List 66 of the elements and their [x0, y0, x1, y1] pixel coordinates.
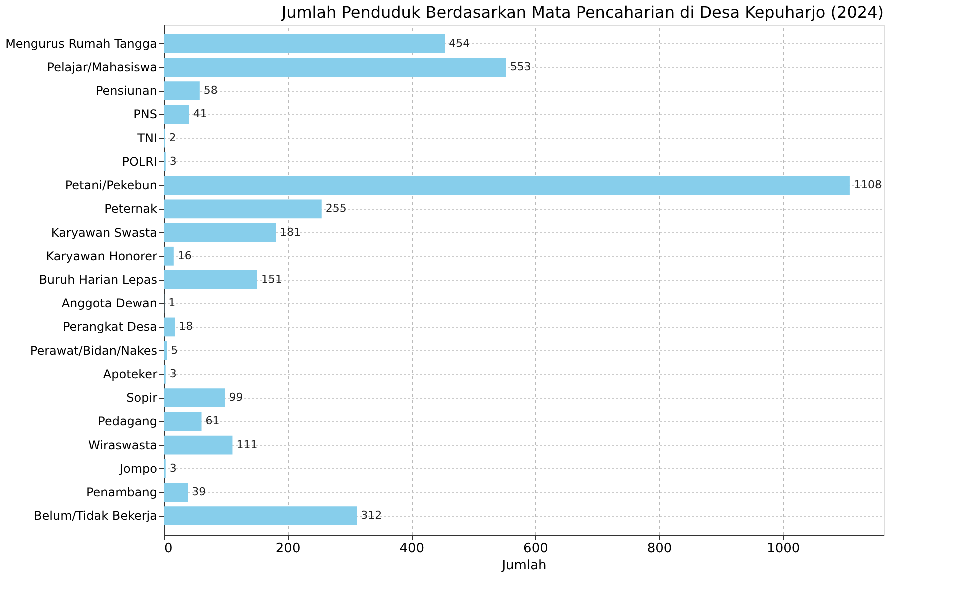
bar — [164, 176, 850, 195]
y-tick-label: Penambang — [86, 486, 158, 500]
y-tick-label: Pelajar/Mahasiswa — [47, 60, 158, 74]
bar — [164, 82, 200, 101]
bar — [164, 436, 233, 455]
data-label: 5 — [171, 344, 178, 357]
data-label: 255 — [326, 202, 347, 216]
y-tick-label: Peternak — [104, 202, 158, 216]
bar — [164, 483, 188, 502]
data-label: 3 — [170, 154, 177, 168]
x-tick-label: 200 — [276, 542, 301, 556]
data-label: 41 — [193, 108, 208, 121]
chart-title: Jumlah Penduduk Berdasarkan Mata Pencaharian di Desa Kepuharjo (2024) — [280, 3, 884, 22]
bar — [164, 58, 506, 77]
data-label: 2 — [169, 131, 176, 144]
y-tick-label: Sopir — [126, 391, 158, 406]
data-label: 111 — [236, 438, 258, 452]
bar — [164, 105, 190, 124]
bar — [164, 318, 176, 337]
bar — [164, 246, 174, 266]
data-label: 18 — [179, 320, 194, 334]
data-label: 553 — [510, 60, 532, 74]
data-label: 454 — [449, 36, 470, 50]
y-tick-label: PNS — [134, 108, 158, 122]
data-label: 1108 — [854, 178, 882, 192]
y-tick-label: Buruh Harian Lepas — [39, 273, 158, 287]
bar — [164, 506, 358, 526]
y-tick-label: POLRI — [122, 154, 158, 169]
y-tick-label: Jompo — [118, 462, 158, 476]
y-tick-label: Anggota Dewan — [62, 296, 158, 311]
x-tick-label: 1000 — [767, 542, 800, 556]
y-tick-label: Karyawan Swasta — [51, 226, 158, 240]
data-label: 3 — [170, 367, 177, 380]
data-label: 39 — [192, 486, 206, 498]
bar — [164, 341, 168, 360]
data-label: 61 — [206, 414, 220, 428]
y-tick-label: Perangkat Desa — [62, 320, 158, 334]
y-tick-label: Apoteker — [103, 367, 158, 382]
bar — [164, 412, 202, 432]
data-label: 16 — [178, 249, 192, 262]
data-label: 151 — [261, 273, 282, 286]
y-tick-label: Wiraswasta — [88, 438, 158, 452]
bar — [164, 388, 226, 408]
x-tick-label: 400 — [400, 542, 425, 556]
y-tick-label: Mengurus Rumah Tangga — [6, 36, 158, 51]
data-label: 3 — [170, 462, 177, 475]
y-tick-label: TNI — [136, 131, 158, 146]
data-label: 58 — [204, 84, 218, 98]
data-label: 99 — [229, 391, 244, 404]
data-label: 312 — [361, 509, 382, 522]
y-tick-label: Petani/Pekebun — [65, 178, 158, 193]
y-tick-label: Pensiunan — [96, 84, 158, 98]
y-tick-label: Belum/Tidak Bekerja — [34, 509, 158, 524]
x-tick-label: 600 — [524, 542, 548, 556]
x-axis-title: Jumlah — [501, 558, 547, 574]
y-tick-label: Karyawan Honorer — [46, 249, 158, 264]
bar — [164, 34, 446, 54]
data-label: 181 — [280, 226, 302, 239]
y-tick-label: Perawat/Bidan/Nakes — [30, 344, 158, 358]
x-tick-label: 800 — [647, 542, 672, 556]
x-tick-label: 0 — [164, 542, 173, 556]
bar — [164, 223, 276, 242]
bar — [164, 270, 258, 290]
data-label: 1 — [168, 296, 176, 310]
y-tick-label: Pedagang — [98, 414, 158, 429]
bar — [164, 200, 322, 219]
